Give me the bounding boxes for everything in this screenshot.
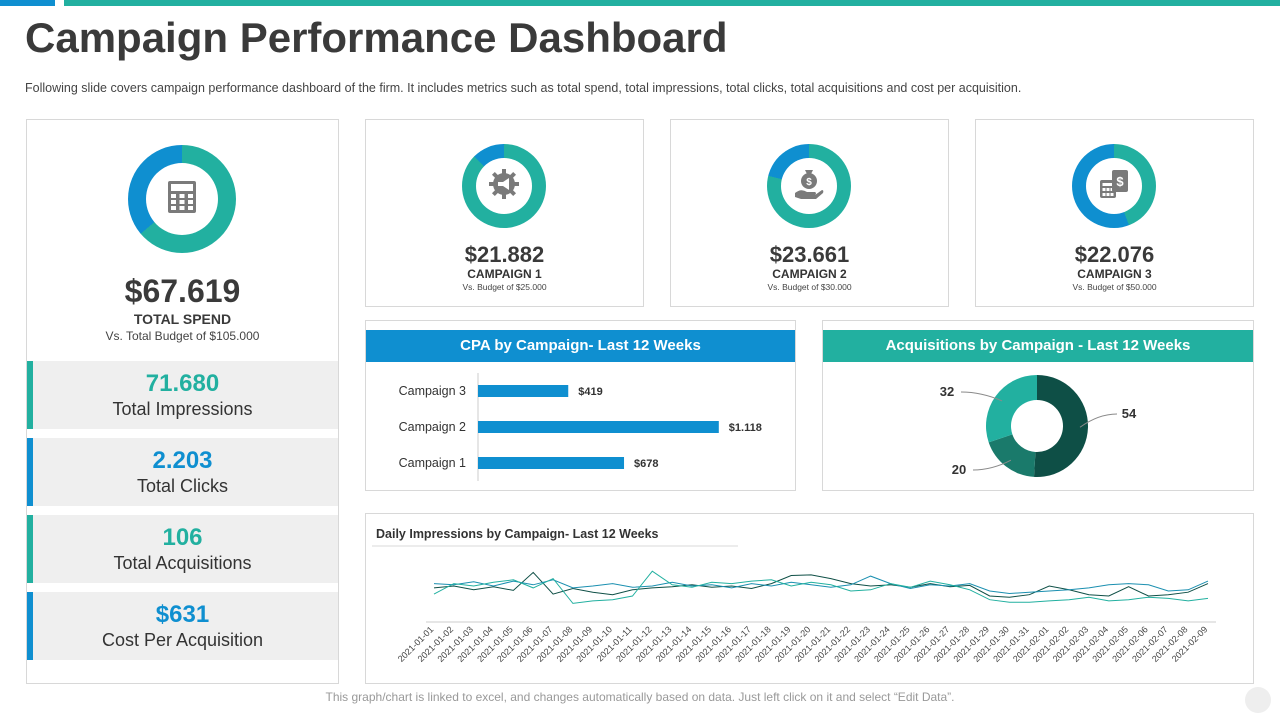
campaign-1-donut <box>462 144 546 228</box>
campaign-spend-value: $23.661 <box>769 242 850 267</box>
accent-bar-teal <box>64 0 1280 6</box>
total-spend-panel: $67.619 TOTAL SPEND Vs. Total Budget of … <box>26 119 339 684</box>
campaign-card-3: $ $22.076 CAMPAIGN 3 Vs. Budget of $50.0… <box>975 119 1254 307</box>
total-spend-value: $67.619 <box>124 273 241 309</box>
page-subtitle: Following slide covers campaign performa… <box>25 81 1022 95</box>
total-spend-label: TOTAL SPEND <box>133 311 232 327</box>
metric-accent-bar <box>27 438 33 506</box>
metric-value: 2.203 <box>152 447 213 474</box>
cpa-data-label: $419 <box>578 386 602 398</box>
acquisitions-data-label: 20 <box>952 462 966 477</box>
cpa-bar <box>478 421 719 433</box>
acquisitions-data-label: 54 <box>1122 406 1137 421</box>
metric-cost-per-acquisition: $631 Cost Per Acquisition <box>27 592 338 660</box>
metric-accent-bar <box>27 515 33 583</box>
total-spend-budget: Vs. Total Budget of $105.000 <box>105 329 260 343</box>
acquisitions-slice <box>986 375 1037 443</box>
calculator-dollar-icon: $ <box>1096 166 1132 207</box>
metric-label: Total Acquisitions <box>113 553 252 573</box>
campaign-name: CAMPAIGN 2 <box>772 267 847 281</box>
campaign-card-2: $ $23.661 CAMPAIGN 2 Vs. Budget of $30.0… <box>670 119 949 307</box>
series-line <box>433 571 1209 598</box>
leader-line <box>972 459 1012 471</box>
cpa-bar <box>478 457 625 469</box>
campaign-name: CAMPAIGN 3 <box>1077 267 1152 281</box>
campaign-budget: Vs. Budget of $30.000 <box>767 282 852 292</box>
calculator-icon <box>162 177 202 222</box>
metric-label: Total Impressions <box>112 399 253 419</box>
metric-total-impressions: 71.680 Total Impressions <box>27 361 338 429</box>
cpa-chart-title: CPA by Campaign- Last 12 Weeks <box>366 330 795 362</box>
leader-line <box>1079 413 1118 428</box>
metric-accent-bar <box>27 592 33 660</box>
metric-value: 106 <box>162 524 203 551</box>
cpa-category-label: Campaign 2 <box>399 420 466 434</box>
campaign-spend-value: $21.882 <box>464 242 545 267</box>
impressions-line-chart: Daily Impressions by Campaign- Last 12 W… <box>372 527 1216 664</box>
cpa-chart-panel: CPA by Campaign- Last 12 Weeks Campaign … <box>365 320 796 491</box>
footer-note: This graph/chart is linked to excel, and… <box>325 690 955 704</box>
metric-value: 71.680 <box>145 370 220 397</box>
acquisitions-chart-title: Acquisitions by Campaign - Last 12 Weeks <box>823 330 1253 362</box>
metric-total-acquisitions: 106 Total Acquisitions <box>27 515 338 583</box>
acquisitions-slice <box>988 434 1036 477</box>
campaign-spend-value: $22.076 <box>1074 242 1155 267</box>
gear-megaphone-icon <box>486 166 522 207</box>
accent-bar-blue <box>0 0 55 6</box>
page-indicator <box>1245 687 1271 713</box>
impressions-chart-panel: Daily Impressions by Campaign- Last 12 W… <box>365 513 1254 684</box>
series-line <box>433 570 1209 604</box>
impressions-chart-title: Daily Impressions by Campaign- Last 12 W… <box>376 527 659 541</box>
series-line <box>433 575 1209 595</box>
total-spend-donut <box>128 145 236 253</box>
campaign-3-donut: $ <box>1072 144 1156 228</box>
svg-text:$: $ <box>806 177 812 188</box>
campaign-budget: Vs. Budget of $25.000 <box>462 282 547 292</box>
campaign-2-donut: $ <box>767 144 851 228</box>
campaign-budget: Vs. Budget of $50.000 <box>1072 282 1157 292</box>
page-title: Campaign Performance Dashboard <box>25 14 728 61</box>
acquisitions-slice <box>1033 375 1088 477</box>
svg-text:$: $ <box>1116 174 1124 189</box>
campaign-name: CAMPAIGN 1 <box>467 267 542 281</box>
cpa-category-label: Campaign 1 <box>399 456 466 470</box>
metric-total-clicks: 2.203 Total Clicks <box>27 438 338 506</box>
cpa-category-label: Campaign 3 <box>399 384 466 398</box>
cpa-bar <box>478 385 569 397</box>
money-hand-icon: $ <box>791 166 827 207</box>
metric-label: Cost Per Acquisition <box>101 630 264 650</box>
cpa-data-label: $678 <box>634 458 658 470</box>
campaign-card-1: $21.882 CAMPAIGN 1 Vs. Budget of $25.000 <box>365 119 644 307</box>
metric-value: $631 <box>155 601 210 628</box>
cpa-bar-chart: Campaign 3 $419 Campaign 2 $1.118 Campaign 1… <box>399 373 762 481</box>
acquisitions-donut-chart: 54 20 32 <box>940 375 1137 477</box>
acquisitions-chart-panel: Acquisitions by Campaign - Last 12 Weeks… <box>822 320 1254 491</box>
metric-accent-bar <box>27 361 33 429</box>
acquisitions-data-label: 32 <box>940 384 954 399</box>
cpa-data-label: $1.118 <box>729 422 762 434</box>
metric-label: Total Clicks <box>136 476 229 496</box>
leader-line <box>960 391 1003 402</box>
